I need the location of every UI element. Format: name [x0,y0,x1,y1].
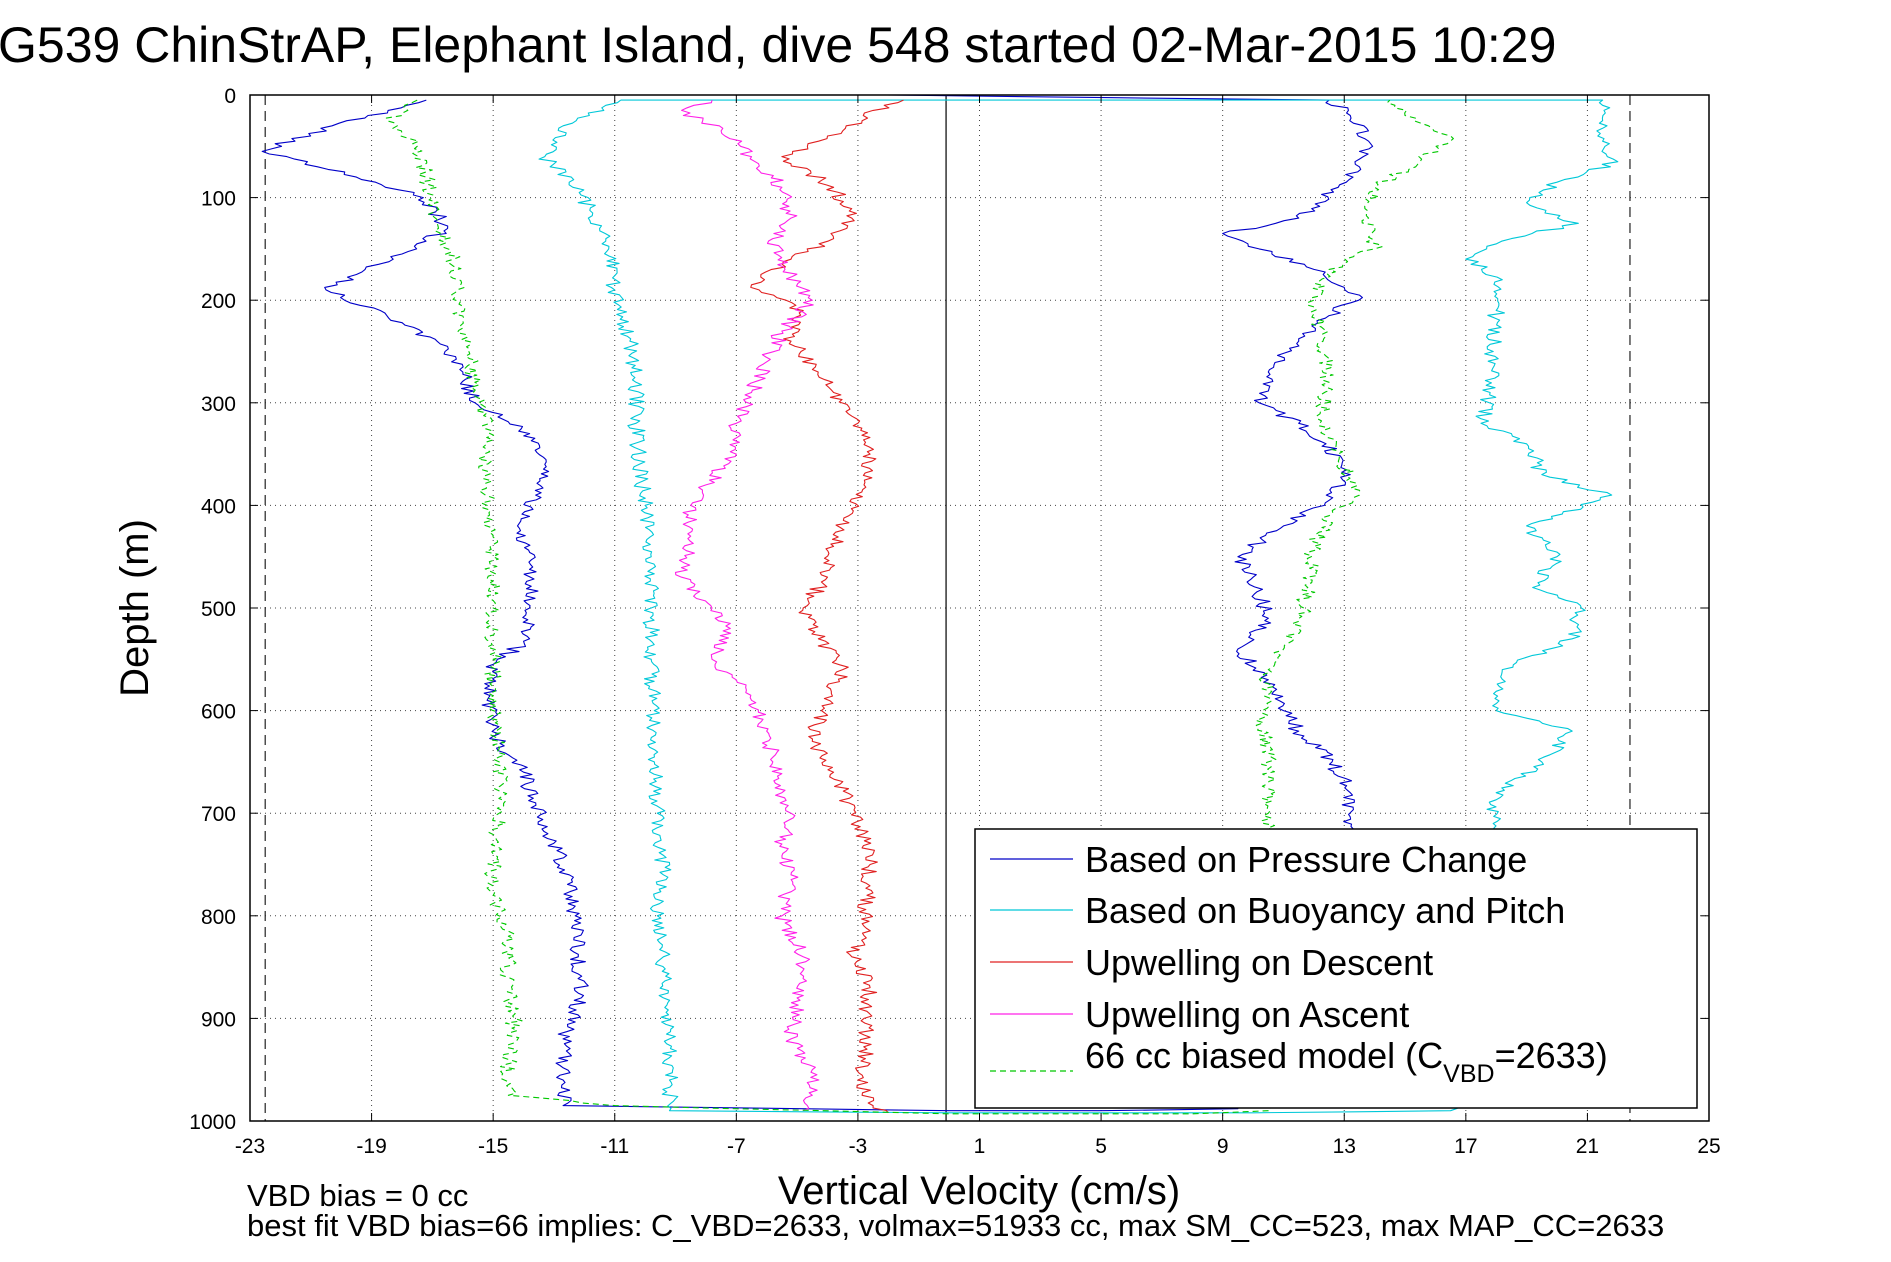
series-line-model [385,99,1454,1115]
x-tick-label: -11 [600,1135,629,1158]
legend-label-buoyancy: Based on Buoyancy and Pitch [1085,890,1565,931]
x-tick-label: -7 [727,1135,746,1158]
y-tick-label: 800 [201,906,236,929]
x-axis-label: Vertical Velocity (cm/s) [778,1169,1180,1213]
x-tick-label: 25 [1697,1135,1720,1158]
y-tick-label: 100 [201,188,236,211]
footer-fit-line: best fit VBD bias=66 implies: C_VBD=2633… [247,1208,1664,1243]
x-tick-label: -15 [478,1135,508,1158]
chart-title: G539 ChinStrAP, Elephant Island, dive 54… [0,17,1556,73]
legend-box [974,828,1698,1109]
y-tick-label: 300 [201,393,236,416]
legend-label-model: 66 cc biased model (CVBD=2633) [1085,1035,1608,1088]
x-tick-label: 17 [1454,1135,1477,1158]
y-tick-label: 1000 [189,1111,236,1134]
y-tick-label: 0 [224,85,236,108]
series-line-descent [750,99,904,1114]
x-tick-label: 5 [1095,1135,1107,1158]
x-ticks: -23 -19 -15 -11 -7 -3 1 5 9 13 17 21 25 [235,95,1721,1158]
y-axis-label: Depth (m) [113,519,157,697]
legend-label-pressure: Based on Pressure Change [1085,839,1527,880]
series-group [261,94,1619,1115]
legend-model-prefix: 66 cc biased model (C [1085,1035,1443,1076]
x-tick-label: -23 [235,1135,265,1158]
x-tick-label: 21 [1576,1135,1599,1158]
series-line-pressure [261,94,1374,1112]
y-tick-label: 400 [201,495,236,518]
footer-bias-line: VBD bias = 0 cc [247,1178,468,1213]
x-tick-label: -3 [849,1135,868,1158]
legend-label-descent: Upwelling on Descent [1085,942,1433,983]
x-tick-label: 9 [1217,1135,1229,1158]
y-tick-label: 600 [201,701,236,724]
legend: Based on Pressure Change Based on Buoyan… [974,828,1698,1109]
legend-label-ascent: Upwelling on Ascent [1085,994,1409,1035]
legend-model-suffix: =2633) [1495,1035,1608,1076]
series-line-ascent [674,99,820,1112]
series-line-buoyancy [538,99,1619,1114]
y-tick-label: 700 [201,803,236,826]
y-tick-label: 900 [201,1008,236,1031]
y-ticks: 0 100 200 300 400 500 600 700 800 900 1000 [189,85,1709,1134]
y-tick-label: 200 [201,290,236,313]
legend-model-subscript: VBD [1443,1060,1494,1088]
x-tick-label: -19 [356,1135,386,1158]
x-tick-label: 13 [1333,1135,1356,1158]
y-tick-label: 500 [201,598,236,621]
x-tick-label: 1 [974,1135,986,1158]
